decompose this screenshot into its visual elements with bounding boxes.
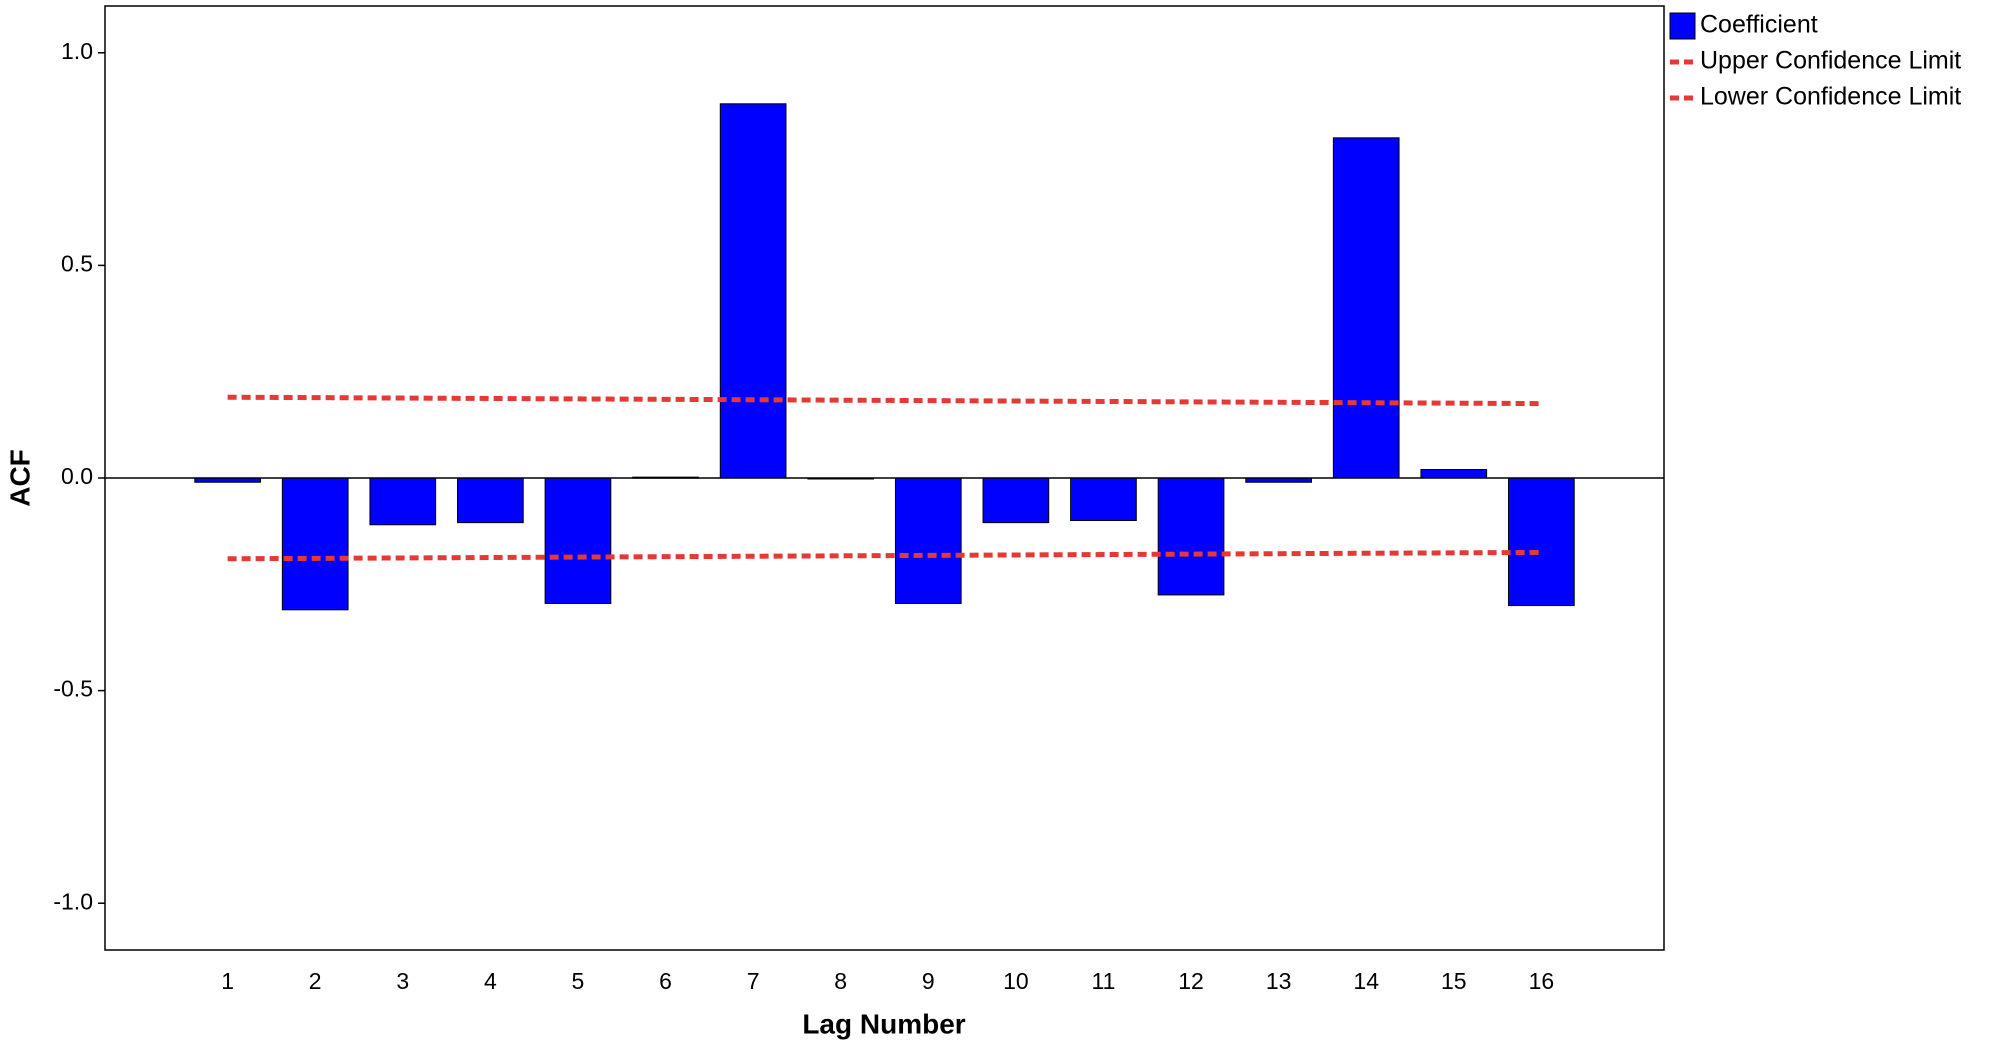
legend-label: Lower Confidence Limit bbox=[1700, 83, 1961, 111]
bar bbox=[544, 477, 612, 604]
legend-label: Upper Confidence Limit bbox=[1700, 47, 1961, 75]
bar bbox=[281, 477, 349, 611]
x-tick-label: 2 bbox=[309, 968, 322, 994]
y-tick-label: 0.0 bbox=[61, 463, 93, 489]
x-tick-label: 13 bbox=[1266, 968, 1292, 994]
bar bbox=[457, 477, 524, 524]
bar bbox=[894, 477, 962, 604]
bar bbox=[369, 477, 437, 526]
x-tick-label: 15 bbox=[1441, 968, 1467, 994]
confidence-line bbox=[227, 394, 1542, 407]
x-tick-label: 8 bbox=[834, 968, 847, 994]
bar bbox=[1508, 477, 1575, 607]
y-tick-label: -1.0 bbox=[53, 888, 93, 914]
x-tick-label: 6 bbox=[659, 968, 672, 994]
confidence-line bbox=[227, 549, 1542, 562]
y-tick-label: 1.0 bbox=[61, 38, 93, 64]
x-tick-label: 16 bbox=[1529, 968, 1555, 994]
x-tick-label: 3 bbox=[396, 968, 409, 994]
x-tick-label: 4 bbox=[484, 968, 497, 994]
x-tick-label: 12 bbox=[1178, 968, 1204, 994]
legend-swatch bbox=[1669, 12, 1696, 40]
legend-label: Coefficient bbox=[1700, 11, 1818, 39]
x-tick-label: 7 bbox=[747, 968, 760, 994]
y-tick-label: -0.5 bbox=[53, 676, 93, 702]
x-tick-label: 10 bbox=[1003, 968, 1029, 994]
bar bbox=[1070, 477, 1137, 522]
x-tick-label: 5 bbox=[572, 968, 585, 994]
bar bbox=[1157, 477, 1225, 596]
x-tick-label: 1 bbox=[221, 968, 234, 994]
bar bbox=[1420, 468, 1488, 479]
y-tick-label: 0.5 bbox=[61, 250, 93, 276]
x-tick-label: 11 bbox=[1092, 968, 1116, 994]
y-axis-title: ACF bbox=[4, 449, 35, 507]
x-axis-title: Lag Number bbox=[802, 1008, 965, 1039]
bar bbox=[719, 103, 787, 479]
bar bbox=[1332, 137, 1400, 479]
x-tick-label: 14 bbox=[1353, 968, 1379, 994]
x-tick-label: 9 bbox=[922, 968, 935, 994]
bar bbox=[982, 477, 1050, 524]
